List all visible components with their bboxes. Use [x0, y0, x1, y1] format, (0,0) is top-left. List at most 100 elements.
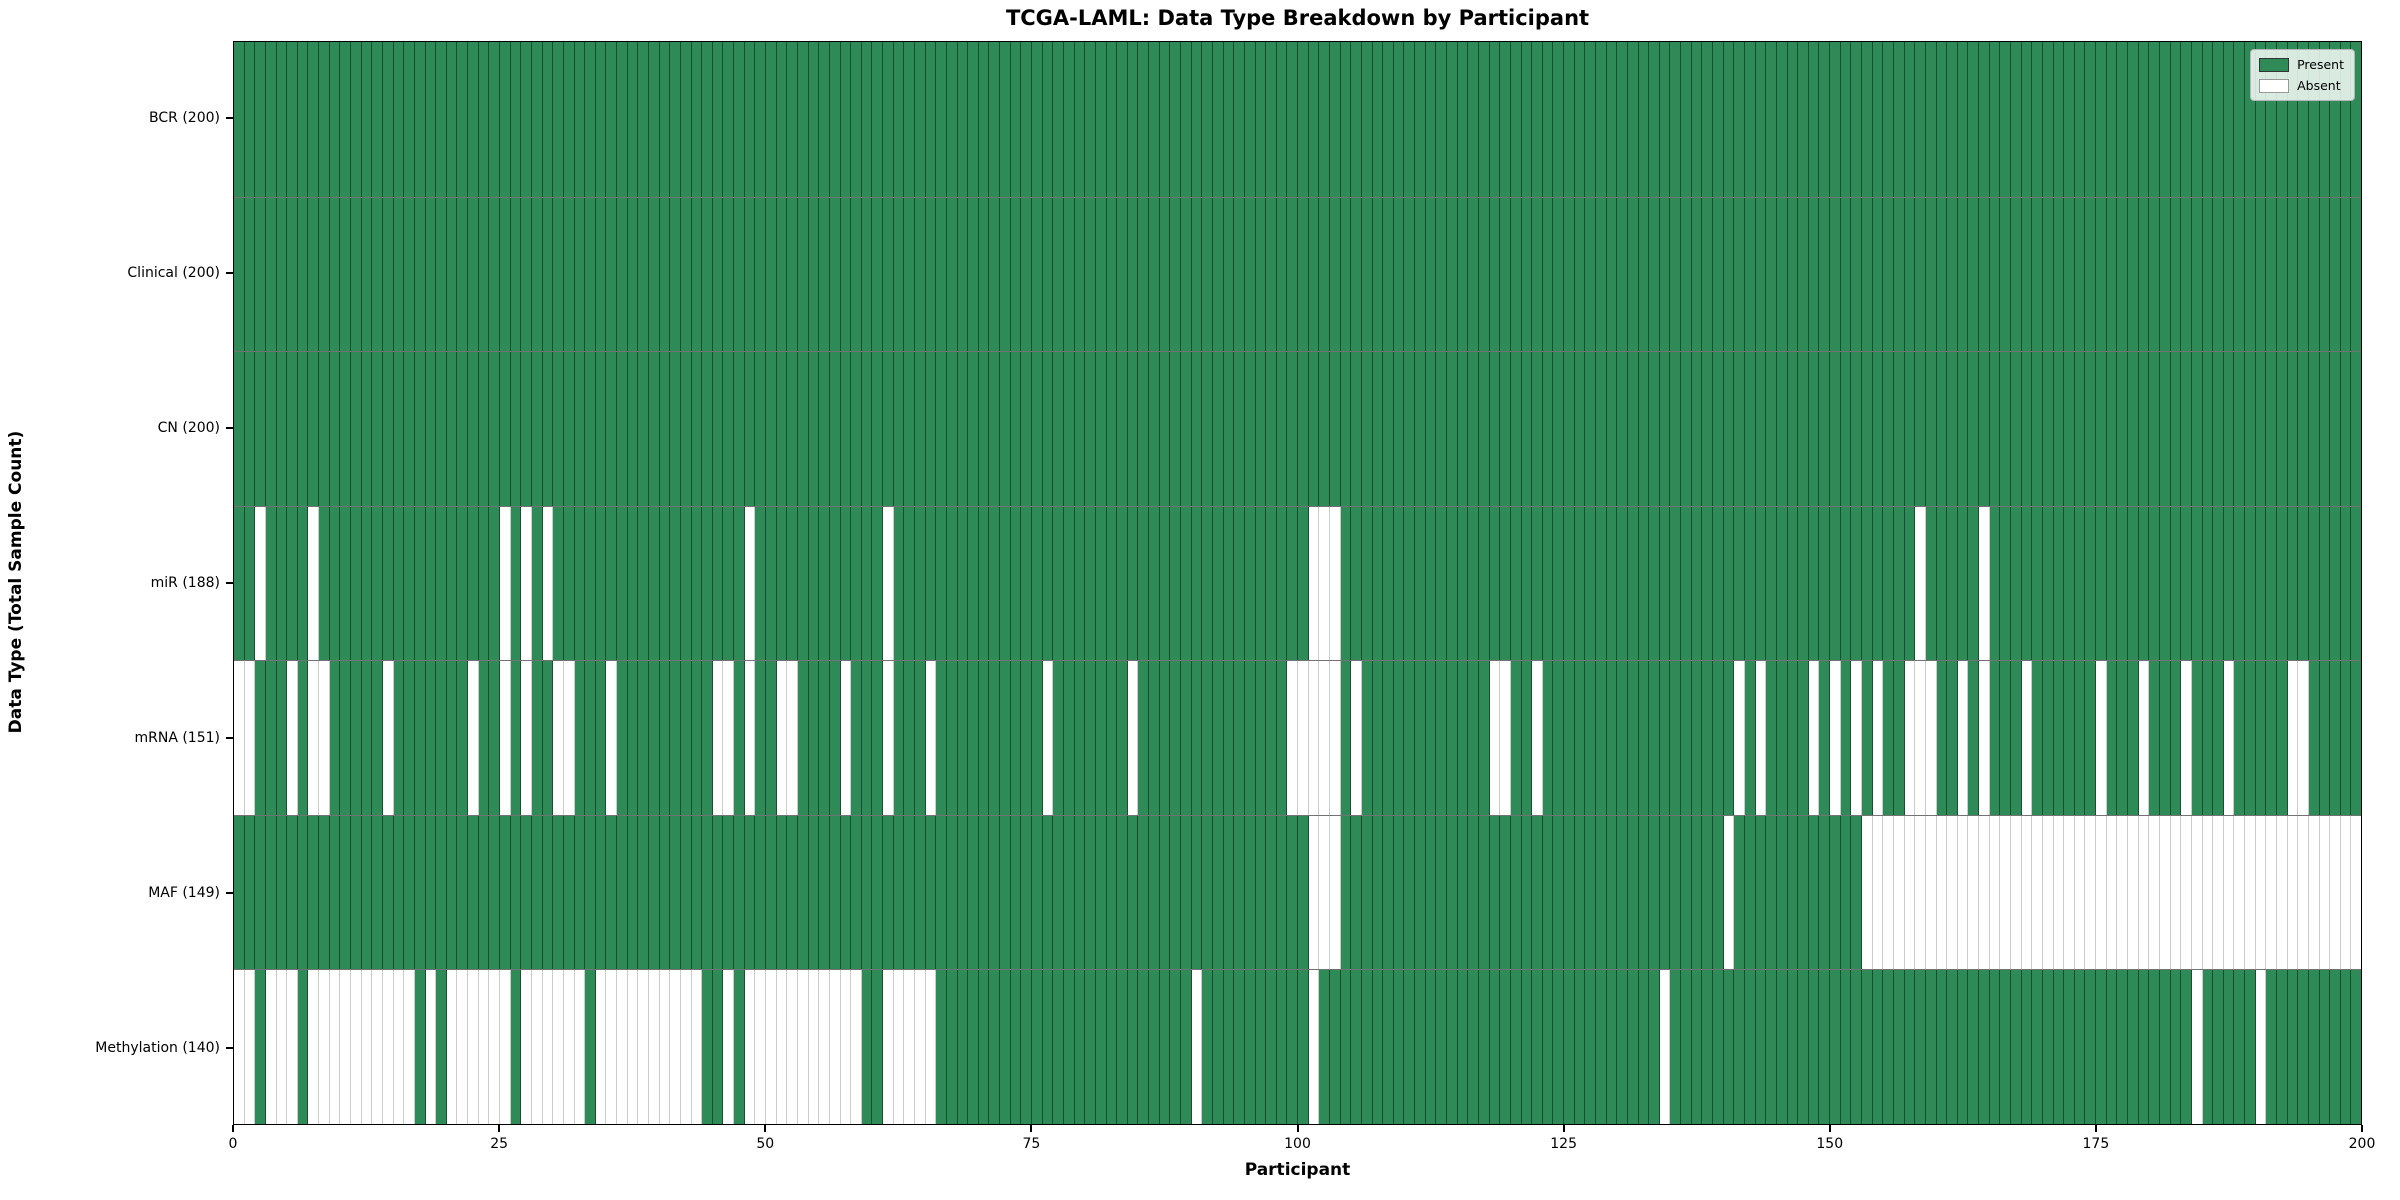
heatmap-cell — [627, 352, 639, 506]
heatmap-cell — [872, 42, 884, 197]
heatmap-cell — [1776, 661, 1788, 815]
heatmap-cell — [2202, 197, 2214, 352]
heatmap-cell — [1181, 970, 1192, 1124]
heatmap-cell — [1670, 197, 1682, 352]
heatmap-cell — [2202, 970, 2214, 1124]
heatmap-cell — [2138, 815, 2150, 970]
heatmap-cell — [1510, 661, 1522, 815]
y-tick-mark — [226, 891, 233, 894]
heatmap-cell — [1925, 661, 1937, 815]
heatmap-cell — [1298, 970, 1309, 1124]
heatmap-cell — [1436, 815, 1448, 970]
heatmap-cell — [1383, 352, 1394, 506]
y-tick-mark — [226, 582, 233, 584]
heatmap-cell — [2021, 815, 2033, 970]
heatmap-cell — [255, 661, 266, 815]
heatmap-cell — [1010, 661, 1022, 815]
heatmap-cell — [372, 506, 383, 661]
heatmap-cell — [2181, 197, 2192, 352]
heatmap-cell — [2319, 506, 2331, 661]
heatmap-cell — [382, 661, 394, 815]
heatmap-cell — [957, 42, 969, 197]
heatmap-cell — [1862, 815, 1873, 970]
heatmap-cell — [2191, 506, 2203, 661]
heatmap-cell — [2021, 970, 2033, 1124]
heatmap-cell — [1734, 661, 1745, 815]
heatmap-cell — [1478, 970, 1490, 1124]
heatmap-cell — [1883, 42, 1894, 197]
heatmap-cell — [2117, 970, 2129, 1124]
heatmap-cell — [1457, 815, 1469, 970]
heatmap-cell — [404, 970, 415, 1124]
heatmap-cell — [702, 970, 713, 1124]
heatmap-cell — [744, 506, 756, 661]
heatmap-cell — [1329, 506, 1341, 661]
heatmap-cell — [617, 970, 628, 1124]
heatmap-cell — [393, 352, 405, 506]
heatmap-cell — [2223, 970, 2235, 1124]
heatmap-cell — [1000, 661, 1011, 815]
heatmap-row-miR — [234, 505, 2362, 661]
heatmap-cell — [1830, 970, 1841, 1124]
heatmap-cell — [1627, 661, 1639, 815]
heatmap-cell — [1212, 970, 1224, 1124]
legend-label-present: Present — [2297, 57, 2344, 72]
heatmap-cell — [319, 970, 330, 1124]
heatmap-cell — [1649, 197, 1660, 352]
heatmap-cell — [968, 506, 979, 661]
heatmap-cell — [329, 506, 341, 661]
heatmap-cell — [2298, 970, 2309, 1124]
heatmap-cell — [2021, 506, 2033, 661]
heatmap-cell — [2074, 352, 2086, 506]
heatmap-cell — [1298, 352, 1309, 506]
heatmap-cell — [2245, 970, 2256, 1124]
y-tick-label-BCR: BCR (200) — [149, 110, 220, 127]
heatmap-cell — [1223, 970, 1235, 1124]
heatmap-cell — [1755, 42, 1767, 197]
heatmap-cell — [1063, 815, 1075, 970]
heatmap-cell — [1649, 506, 1660, 661]
heatmap-cell — [1925, 42, 1937, 197]
heatmap-cell — [2191, 661, 2203, 815]
heatmap-cell — [691, 42, 703, 197]
heatmap-cell — [1585, 661, 1596, 815]
heatmap-cell — [595, 352, 607, 506]
heatmap-cell — [2074, 815, 2086, 970]
heatmap-cell — [1947, 506, 1958, 661]
heatmap-cell — [2277, 42, 2288, 197]
heatmap-cell — [553, 506, 564, 661]
heatmap-cell — [1532, 352, 1543, 506]
heatmap-cell — [1808, 815, 1820, 970]
heatmap-cell — [2340, 197, 2352, 352]
heatmap-cell — [819, 42, 830, 197]
x-tick-label: 175 — [2082, 1136, 2110, 1152]
heatmap-cell — [638, 42, 649, 197]
heatmap-cell — [1149, 42, 1160, 197]
heatmap-cell — [276, 661, 288, 815]
heatmap-cell — [1691, 42, 1703, 197]
heatmap-cell — [861, 970, 873, 1124]
heatmap-cell — [2138, 506, 2150, 661]
heatmap-cell — [2021, 197, 2033, 352]
heatmap-cell — [2319, 197, 2331, 352]
heatmap-cell — [734, 352, 745, 506]
heatmap-cell — [606, 197, 618, 352]
heatmap-cell — [1298, 661, 1309, 815]
heatmap-cell — [1244, 970, 1256, 1124]
heatmap-cell — [1766, 970, 1777, 1124]
heatmap-cell — [1244, 197, 1256, 352]
heatmap-cell — [1649, 815, 1660, 970]
heatmap-cell — [648, 197, 660, 352]
heatmap-cell — [680, 970, 692, 1124]
heatmap-cell — [1117, 197, 1128, 352]
heatmap-cell — [2245, 506, 2256, 661]
heatmap-cell — [1276, 970, 1288, 1124]
heatmap-cell — [308, 352, 320, 506]
heatmap-cell — [1553, 815, 1565, 970]
heatmap-cell — [340, 970, 352, 1124]
heatmap-cell — [1202, 970, 1213, 1124]
heatmap-cell — [2213, 197, 2224, 352]
heatmap-cell — [2255, 661, 2267, 815]
heatmap-cell — [1393, 197, 1405, 352]
heatmap-cell — [946, 970, 958, 1124]
